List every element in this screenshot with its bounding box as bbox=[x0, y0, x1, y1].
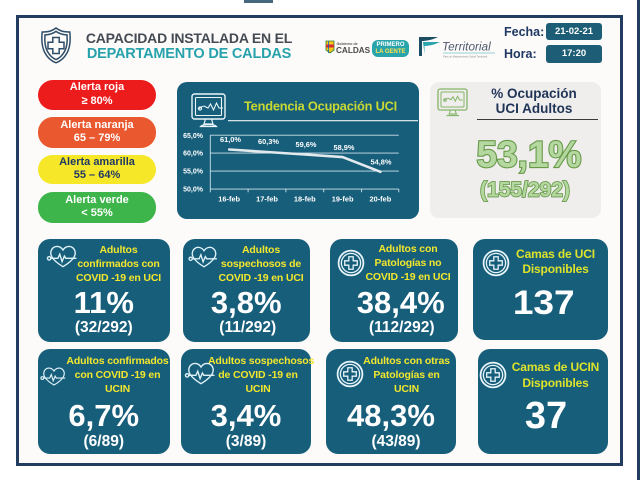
svg-text:19-feb: 19-feb bbox=[332, 195, 354, 204]
svg-text:58,9%: 58,9% bbox=[334, 143, 355, 152]
svg-text:55,0%: 55,0% bbox=[183, 169, 204, 176]
svg-text:54,8%: 54,8% bbox=[371, 158, 392, 167]
svg-text:20-feb: 20-feb bbox=[370, 195, 392, 204]
svg-text:CALDAS: CALDAS bbox=[336, 46, 371, 55]
svg-text:Territorial: Territorial bbox=[442, 40, 491, 54]
svg-text:61,0%: 61,0% bbox=[220, 135, 241, 144]
svg-text:16-feb: 16-feb bbox=[218, 195, 240, 204]
svg-text:17-feb: 17-feb bbox=[256, 195, 278, 204]
svg-text:Para un Mejoramiento Salud Ter: Para un Mejoramiento Salud Territorial bbox=[443, 55, 488, 59]
svg-text:Tendencia Ocupación UCI: Tendencia Ocupación UCI bbox=[244, 99, 397, 114]
svg-text:(155/292): (155/292) bbox=[480, 179, 570, 202]
svg-text:53,1%: 53,1% bbox=[477, 134, 582, 175]
svg-text:Gobierno de: Gobierno de bbox=[337, 42, 358, 46]
svg-text:60,0%: 60,0% bbox=[183, 151, 204, 158]
svg-text:59,6%: 59,6% bbox=[296, 140, 317, 149]
svg-text:18-feb: 18-feb bbox=[294, 195, 316, 204]
svg-text:60,3%: 60,3% bbox=[258, 137, 279, 146]
svg-text:65,0%: 65,0% bbox=[183, 133, 204, 140]
svg-text:50,0%: 50,0% bbox=[183, 187, 204, 194]
